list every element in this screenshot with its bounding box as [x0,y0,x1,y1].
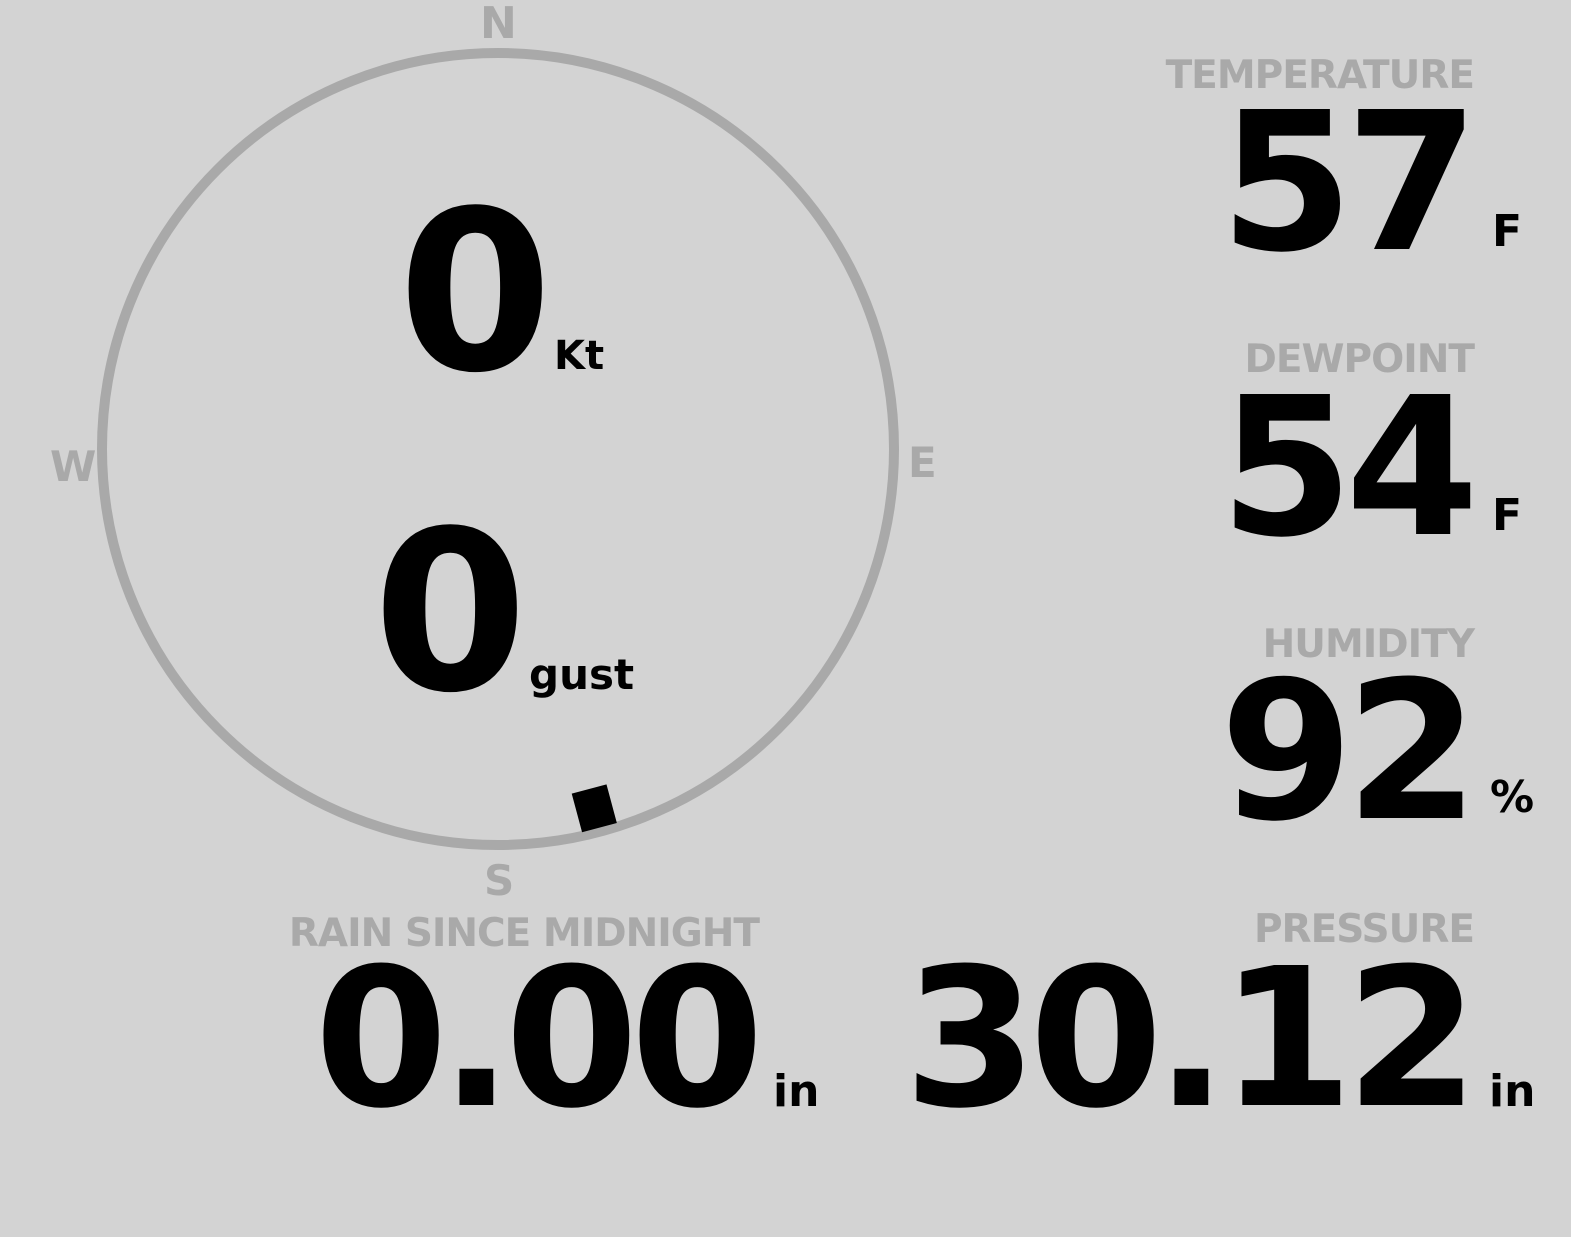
wind-speed-unit: Kt [554,333,605,379]
compass-west: W [50,442,97,491]
wind-gust-value: 0 [373,484,527,742]
wind-gust-unit: gust [529,650,635,699]
pressure-unit: in [1489,1066,1536,1117]
compass-south: S [484,856,515,905]
humidity-unit: % [1490,772,1535,823]
rain-label: RAIN SINCE MIDNIGHT [288,911,760,956]
pressure-label: PRESSURE [1253,907,1475,952]
temperature-unit: F [1492,206,1523,257]
rain-value: 0.00 [314,928,764,1151]
compass-north: N [480,0,517,49]
dewpoint-unit: F [1492,490,1523,541]
dewpoint-value: 54 [1219,357,1479,580]
humidity-label: HUMIDITY [1262,622,1475,667]
temperature-value: 57 [1219,72,1479,295]
rain-unit: in [773,1066,820,1117]
dewpoint-label: DEWPOINT [1244,337,1475,382]
humidity-value: 92 [1219,641,1479,864]
wind-direction-marker [571,784,617,833]
temperature-label: TEMPERATURE [1165,53,1475,98]
wind-speed-value: 0 [398,164,552,422]
compass-ring [97,48,899,850]
compass-east: E [908,438,937,487]
pressure-value: 30.12 [903,928,1479,1151]
